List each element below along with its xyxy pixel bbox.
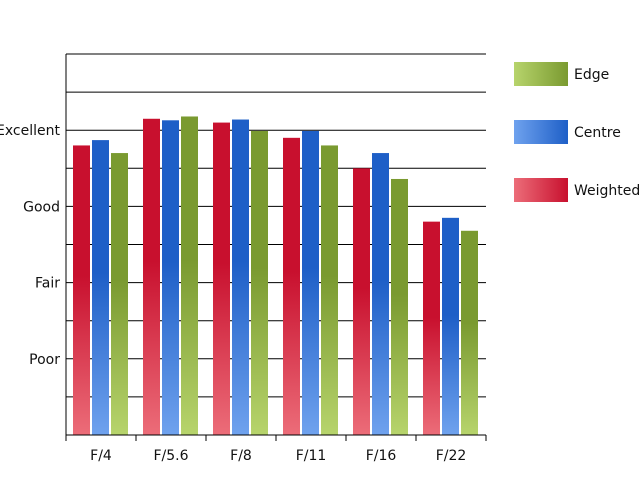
y-tick-label-excellent: Excellent — [0, 123, 61, 139]
grid-lines — [66, 53, 486, 398]
bar-edge-f-16 — [391, 178, 408, 435]
legend-label-weighted: Weighted — [574, 183, 640, 199]
bars — [73, 116, 478, 436]
axes — [65, 54, 487, 441]
legend: Edge Centre Weighted — [514, 62, 640, 202]
bar-weighted-f-22 — [423, 221, 440, 435]
legend-swatch-centre — [514, 120, 568, 144]
bar-weighted-f-5-6 — [143, 118, 160, 436]
x-tick-label-f-8: F/8 — [230, 448, 252, 464]
legend-label-edge: Edge — [574, 67, 609, 83]
bar-weighted-f-11 — [283, 137, 300, 435]
bar-edge-f-11 — [321, 145, 338, 435]
x-tick-label-f-5-6: F/5.6 — [153, 448, 188, 464]
bar-edge-f-4 — [111, 153, 128, 435]
y-tick-label-fair: Fair — [35, 276, 60, 292]
bar-centre-f-8 — [232, 119, 249, 436]
bar-centre-f-11 — [302, 130, 319, 435]
bar-edge-f-22 — [461, 230, 478, 435]
y-tick-label-poor: Poor — [29, 352, 60, 368]
bar-centre-f-16 — [372, 153, 389, 435]
bar-centre-f-4 — [92, 140, 109, 435]
bar-centre-f-5-6 — [162, 120, 179, 435]
x-tick-label-f-11: F/11 — [296, 448, 327, 464]
bar-weighted-f-8 — [213, 122, 230, 435]
x-tick-label-f-4: F/4 — [90, 448, 112, 464]
x-tick-label-f-16: F/16 — [366, 448, 397, 464]
legend-label-centre: Centre — [574, 125, 621, 141]
bar-weighted-f-16 — [353, 168, 370, 436]
tick-labels: Poor Fair Good Excellent F/4 F/5.6 F/8 F/11 F/16… — [0, 123, 466, 464]
legend-swatch-edge — [514, 62, 568, 86]
legend-swatch-weighted — [514, 178, 568, 202]
x-tick-label-f-22: F/22 — [436, 448, 467, 464]
bar-weighted-f-4 — [73, 145, 90, 435]
bar-edge-f-8 — [251, 130, 268, 435]
bar-centre-f-22 — [442, 217, 459, 435]
y-tick-label-good: Good — [23, 199, 60, 215]
bar-edge-f-5-6 — [181, 116, 198, 435]
